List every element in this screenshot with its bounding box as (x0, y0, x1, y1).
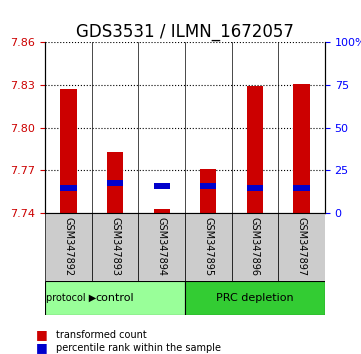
Title: GDS3531 / ILMN_1672057: GDS3531 / ILMN_1672057 (76, 23, 294, 41)
Bar (278, 213, 325, 281)
Text: ■: ■ (36, 328, 48, 341)
Bar (153, 209, 170, 213)
Text: percentile rank within the sample: percentile rank within the sample (56, 343, 221, 353)
Text: ■: ■ (36, 341, 48, 354)
Bar (60, 89, 77, 213)
Bar (232, 213, 278, 281)
Bar (153, 183, 170, 189)
Text: GSM347896: GSM347896 (250, 217, 260, 276)
Bar (45, 213, 92, 281)
Text: transformed count: transformed count (56, 330, 147, 339)
Bar (107, 152, 123, 213)
Bar (293, 185, 310, 191)
Bar (247, 185, 263, 191)
Text: PRC depletion: PRC depletion (216, 293, 294, 303)
Text: GSM347897: GSM347897 (297, 217, 306, 276)
Bar (92, 213, 138, 281)
Bar (60, 185, 77, 191)
Bar (107, 180, 123, 185)
Bar (185, 213, 232, 281)
Text: GSM347894: GSM347894 (157, 217, 167, 276)
Bar (293, 84, 310, 213)
Bar (247, 86, 263, 213)
Text: protocol ▶: protocol ▶ (46, 293, 96, 303)
Bar (200, 183, 217, 189)
Text: GSM347893: GSM347893 (110, 217, 120, 276)
Bar (185, 281, 325, 315)
Bar (200, 169, 217, 213)
Text: control: control (96, 293, 134, 303)
Bar (45, 281, 185, 315)
Text: GSM347895: GSM347895 (203, 217, 213, 276)
Text: GSM347892: GSM347892 (64, 217, 73, 276)
Bar (138, 213, 185, 281)
